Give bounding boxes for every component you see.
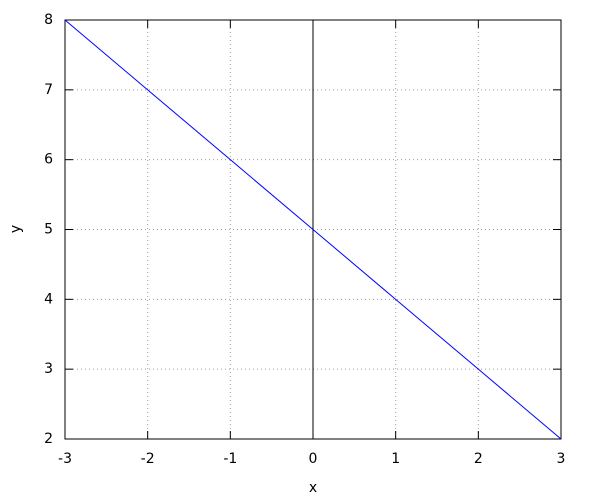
plot-frame: [64, 19, 562, 440]
x-tick-label: 3: [557, 451, 566, 467]
y-tick-label: 6: [44, 152, 53, 168]
y-tick-label: 8: [44, 12, 53, 28]
y-tick-label: 5: [44, 222, 53, 238]
x-axis-label: x: [309, 480, 317, 496]
x-tick-label: 2: [474, 451, 483, 467]
x-tick-label: -3: [58, 451, 72, 467]
y-axis-label: y: [8, 225, 24, 233]
y-tick-label: 3: [44, 361, 53, 377]
data-line: [64, 19, 562, 440]
x-tick-label: 1: [391, 451, 400, 467]
x-tick-label: -1: [223, 451, 237, 467]
y-tick-label: 2: [44, 431, 53, 447]
y-tick-label: 7: [44, 82, 53, 98]
y-tick-label: 4: [44, 291, 53, 307]
x-tick-label: -2: [141, 451, 155, 467]
x-tick-label: 0: [309, 451, 318, 467]
